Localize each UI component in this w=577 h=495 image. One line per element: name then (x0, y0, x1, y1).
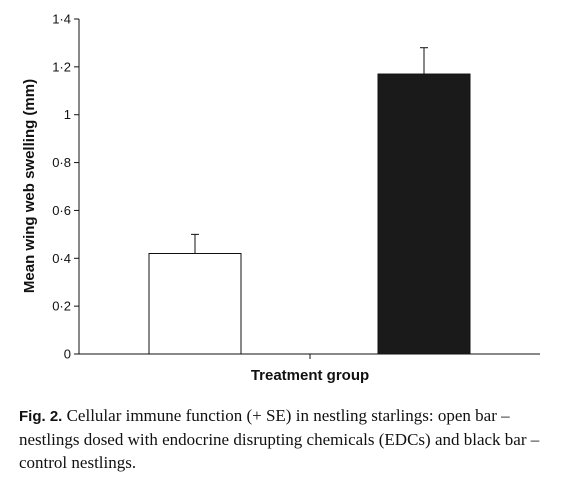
caption-text: Cellular immune function (+ SE) in nestl… (19, 406, 540, 472)
y-tick-label: 0·4 (52, 251, 71, 266)
x-axis-title: Treatment group (251, 367, 369, 384)
y-tick-label: 0 (64, 347, 71, 362)
bar-control-black (377, 73, 471, 355)
figure-caption: Fig. 2. Cellular immune function (+ SE) … (19, 404, 549, 474)
y-ticks: 0 0·2 0·4 0·6 0·8 1 1·2 1·4 (52, 12, 79, 362)
y-tick-label: 0·8 (52, 155, 71, 170)
y-tick-label: 1·2 (52, 59, 71, 74)
y-axis-title: Mean wing web swelling (mm) (21, 79, 38, 293)
y-tick-label: 1 (64, 107, 71, 122)
y-tick-label: 0·6 (52, 203, 71, 218)
y-tick-label: 0·2 (52, 299, 71, 314)
bars (148, 73, 471, 355)
y-tick-label: 1·4 (52, 12, 71, 27)
bar-edc-open (148, 253, 242, 355)
chart: Mean wing web swelling (mm) Treatment gr… (21, 12, 540, 384)
error-bars (191, 47, 428, 254)
caption-label: Fig. 2. (19, 408, 63, 425)
